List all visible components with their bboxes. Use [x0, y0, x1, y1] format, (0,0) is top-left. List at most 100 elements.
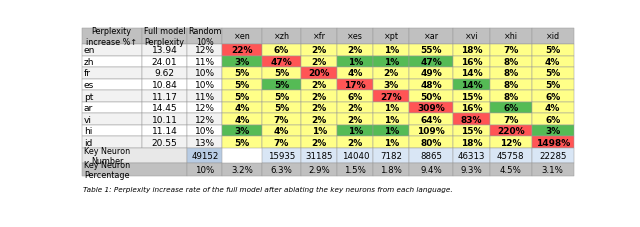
Bar	[301, 91, 337, 102]
Bar	[490, 68, 532, 79]
Bar	[337, 114, 373, 125]
Bar	[142, 91, 187, 102]
Bar	[337, 45, 373, 56]
Bar	[373, 148, 410, 164]
Bar	[142, 68, 187, 79]
Text: 14%: 14%	[461, 81, 482, 90]
Bar	[490, 56, 532, 68]
Text: es: es	[84, 81, 94, 90]
Bar	[262, 56, 301, 68]
Text: 1%: 1%	[384, 46, 399, 55]
Text: 20.55: 20.55	[152, 138, 177, 147]
Text: Random
10%: Random 10%	[188, 27, 221, 46]
Text: pt: pt	[84, 92, 93, 101]
Bar	[262, 137, 301, 148]
Text: 2%: 2%	[312, 92, 327, 101]
Bar	[262, 148, 301, 164]
Bar	[337, 125, 373, 137]
Text: 6%: 6%	[274, 46, 289, 55]
Text: 5%: 5%	[545, 46, 561, 55]
Bar	[532, 79, 573, 91]
Bar	[337, 148, 373, 164]
Text: 6%: 6%	[545, 115, 561, 124]
Bar	[222, 29, 262, 45]
Text: 2%: 2%	[384, 69, 399, 78]
Text: 1%: 1%	[312, 127, 327, 136]
Text: 309%: 309%	[417, 104, 445, 113]
Bar	[222, 45, 262, 56]
Bar	[81, 68, 142, 79]
Text: vi: vi	[84, 115, 92, 124]
Text: 6%: 6%	[348, 92, 363, 101]
Text: 3%: 3%	[384, 81, 399, 90]
Text: 14040: 14040	[342, 152, 369, 160]
Bar	[301, 125, 337, 137]
Bar	[453, 68, 490, 79]
Text: 9.4%: 9.4%	[420, 165, 442, 174]
Bar	[532, 137, 573, 148]
Bar	[187, 29, 222, 45]
Text: 20%: 20%	[308, 69, 330, 78]
Bar	[187, 102, 222, 114]
Bar	[142, 56, 187, 68]
Bar	[490, 79, 532, 91]
Bar	[410, 91, 453, 102]
Bar	[81, 56, 142, 68]
Text: 7182: 7182	[380, 152, 403, 160]
Bar	[373, 114, 410, 125]
Text: 8%: 8%	[503, 58, 518, 67]
Text: 7%: 7%	[274, 115, 289, 124]
Text: 49%: 49%	[420, 69, 442, 78]
Bar	[373, 91, 410, 102]
Bar	[453, 137, 490, 148]
Text: 12%: 12%	[195, 46, 215, 55]
Text: 8865: 8865	[420, 152, 442, 160]
Text: 16%: 16%	[461, 104, 482, 113]
Bar	[410, 29, 453, 45]
Text: 10%: 10%	[195, 69, 215, 78]
Text: 11.14: 11.14	[152, 127, 177, 136]
Text: 5%: 5%	[274, 69, 289, 78]
Text: 24.01: 24.01	[152, 58, 177, 67]
Bar	[301, 29, 337, 45]
Text: 4%: 4%	[274, 127, 289, 136]
Text: 10.84: 10.84	[152, 81, 177, 90]
Bar	[373, 79, 410, 91]
Bar	[490, 114, 532, 125]
Bar	[373, 137, 410, 148]
Text: 14.45: 14.45	[152, 104, 177, 113]
Text: 15935: 15935	[268, 152, 295, 160]
Text: Table 1: Perplexity increase rate of the full model after ablating the key neuro: Table 1: Perplexity increase rate of the…	[83, 186, 452, 192]
Bar	[410, 56, 453, 68]
Bar	[187, 68, 222, 79]
Text: ar: ar	[84, 104, 93, 113]
Text: 18%: 18%	[461, 138, 482, 147]
Bar	[337, 79, 373, 91]
Bar	[532, 56, 573, 68]
Text: 4%: 4%	[545, 58, 561, 67]
Bar	[453, 102, 490, 114]
Bar	[187, 164, 222, 176]
Text: 4%: 4%	[348, 69, 363, 78]
Bar	[222, 56, 262, 68]
Bar	[81, 91, 142, 102]
Bar	[410, 114, 453, 125]
Text: 2%: 2%	[312, 115, 327, 124]
Bar	[301, 164, 337, 176]
Text: 1%: 1%	[348, 58, 363, 67]
Text: 47%: 47%	[271, 58, 292, 67]
Text: Key Neuron
Percentage: Key Neuron Percentage	[84, 160, 130, 180]
Bar	[532, 114, 573, 125]
Bar	[81, 125, 142, 137]
Bar	[222, 91, 262, 102]
Bar	[222, 79, 262, 91]
Text: 109%: 109%	[417, 127, 445, 136]
Text: 3%: 3%	[545, 127, 561, 136]
Text: zh: zh	[84, 58, 94, 67]
Bar	[337, 164, 373, 176]
Bar	[262, 102, 301, 114]
Bar	[373, 68, 410, 79]
Text: 13.94: 13.94	[152, 46, 177, 55]
Text: 1%: 1%	[348, 127, 363, 136]
Bar	[410, 164, 453, 176]
